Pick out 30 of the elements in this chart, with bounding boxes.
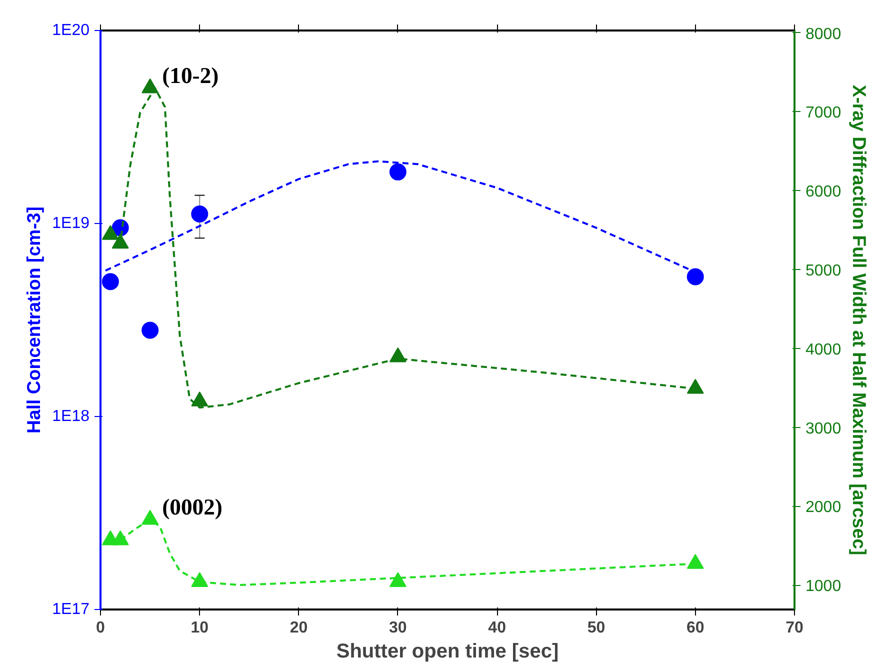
- x-tick-label: 20: [290, 620, 308, 636]
- x-axis-title: Shutter open time [sec]: [336, 640, 559, 662]
- point: [142, 322, 159, 339]
- y2-axis-title: X-ray Diffraction Full Width at Half Maximum [arcsec]: [849, 84, 870, 556]
- y2-tick-label: 6000: [806, 184, 842, 201]
- y-tick-label: 1E17: [52, 601, 90, 618]
- x-tick-label: 10: [190, 620, 209, 636]
- x-tick-label: 30: [389, 620, 407, 636]
- y2-tick-label: 7000: [806, 104, 842, 122]
- series-label: (10-2): [162, 63, 219, 88]
- y-tick-label: 1E20: [52, 22, 90, 39]
- point: [686, 268, 704, 286]
- y-axis-title: Hall Concentration [cm-3]: [23, 206, 44, 434]
- point: [389, 163, 406, 180]
- point: [102, 273, 119, 290]
- series-label: (0002): [162, 494, 222, 520]
- x-tick-label: 50: [587, 620, 606, 636]
- y2-tick-label: 3000: [806, 420, 842, 438]
- y2-tick-label: 5000: [806, 262, 842, 280]
- y-tick-label: 1E18: [52, 408, 90, 425]
- y-tick-label: 1E19: [52, 215, 90, 232]
- x-tick-label: 60: [686, 620, 704, 636]
- y2-tick-label: 4000: [806, 341, 842, 358]
- x-tick-label: 70: [786, 620, 804, 636]
- y2-tick-label: 8000: [806, 26, 842, 43]
- y2-tick-label: 1000: [806, 578, 842, 596]
- y2-tick-label: 2000: [806, 499, 842, 516]
- x-tick-label: 40: [488, 620, 506, 636]
- x-tick-label: 0: [96, 620, 106, 636]
- point: [191, 206, 208, 222]
